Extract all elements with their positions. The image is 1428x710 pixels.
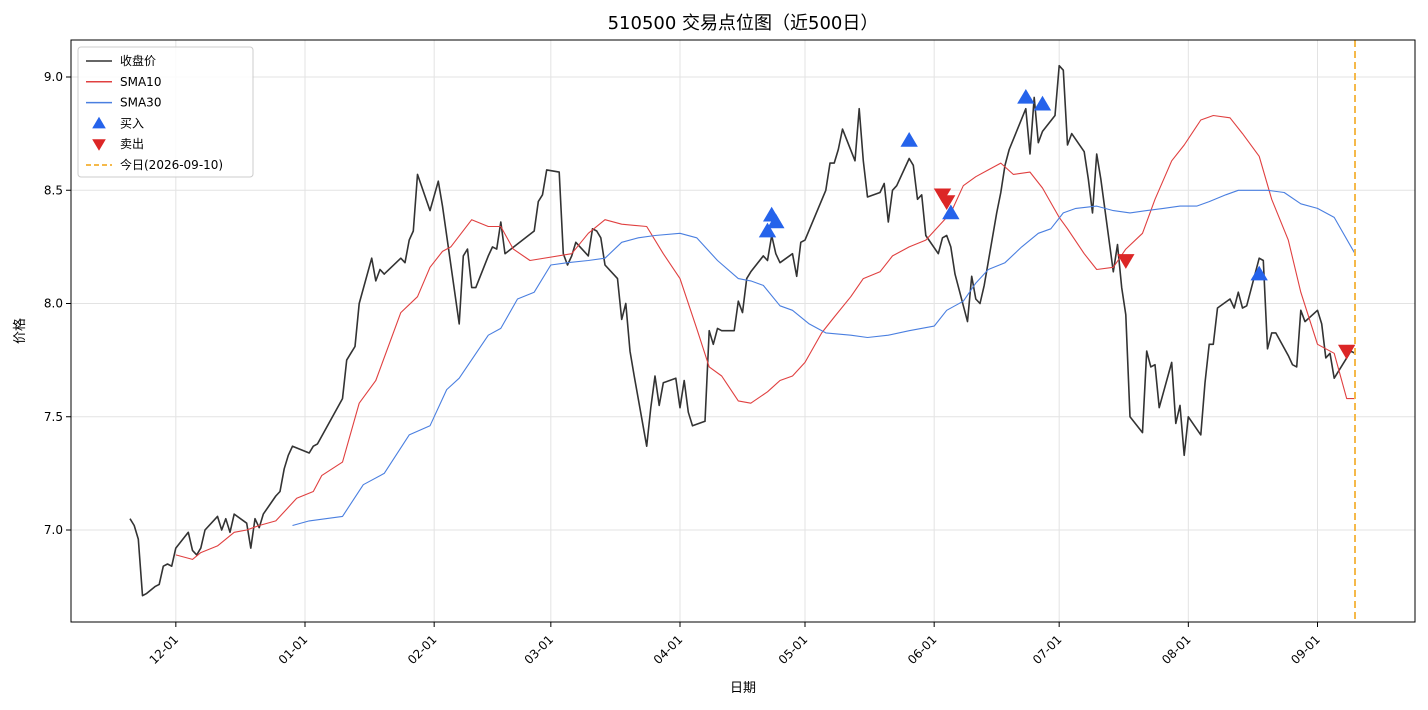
axes-frame xyxy=(70,39,1416,623)
legend-swatch-buy xyxy=(92,116,106,129)
buy-marker-4 xyxy=(942,204,960,220)
y-tick-label-3: 8.5 xyxy=(44,183,63,197)
legend-label-close: 收盘价 xyxy=(120,53,156,68)
y-axis-label: 价格 xyxy=(12,318,28,344)
y-tick-label-1: 7.5 xyxy=(44,410,63,424)
buy-marker-3 xyxy=(900,132,918,147)
legend-label-sell: 卖出 xyxy=(120,137,144,151)
legend-swatch-sell xyxy=(92,139,106,151)
y-tick-label-4: 9.0 xyxy=(44,70,63,84)
legend-label-today: 今日(2026-09-10) xyxy=(120,157,223,172)
buy-marker-5 xyxy=(1017,88,1035,104)
buy-marker-7 xyxy=(1250,265,1268,281)
buy-marker-0 xyxy=(758,222,777,238)
sell-marker-1 xyxy=(937,195,956,210)
sell-marker-3 xyxy=(1337,344,1356,360)
buy-marker-2 xyxy=(767,213,785,229)
series-line-sma10 xyxy=(175,114,1355,560)
legend-label-sma30: SMA30 xyxy=(120,96,161,110)
x-axis-label: 日期 xyxy=(730,681,756,696)
legend-label-sma10: SMA10 xyxy=(120,75,161,89)
series-line-sma30 xyxy=(292,189,1356,527)
chart-title: 510500 交易点位图（近500日） xyxy=(608,13,879,34)
y-tick-label-2: 8.0 xyxy=(44,297,63,311)
legend-box xyxy=(77,46,254,178)
legend-label-buy: 买入 xyxy=(120,116,144,130)
plot-area xyxy=(71,40,1415,622)
series-line-close xyxy=(129,64,1356,597)
sell-marker-2 xyxy=(1117,254,1135,269)
y-tick-label-0: 7.0 xyxy=(44,523,63,537)
buy-marker-6 xyxy=(1033,95,1052,111)
